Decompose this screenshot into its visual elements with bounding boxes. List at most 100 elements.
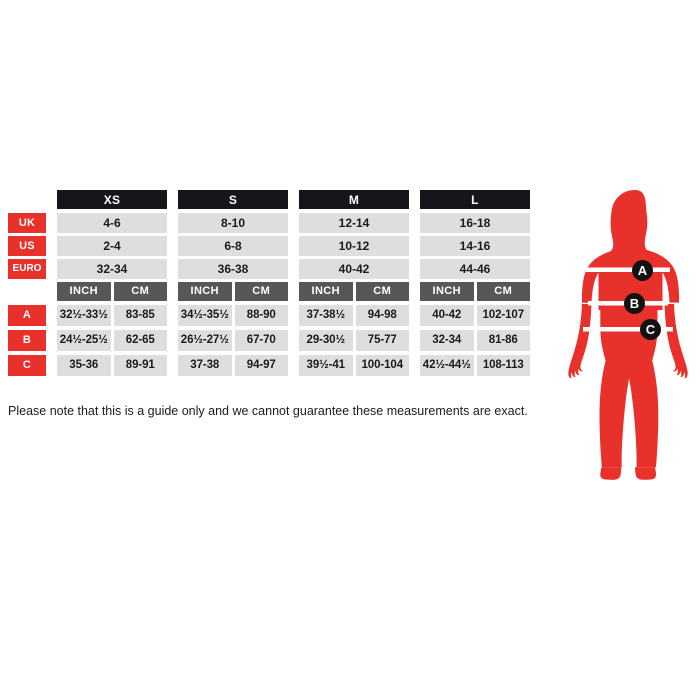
- cell-a-s: 34½-35½ 88-90: [178, 305, 288, 326]
- cell-uk-xs: 4-6: [57, 213, 167, 233]
- female-silhouette-icon: [568, 190, 688, 480]
- cell-us-m: 10-12: [299, 236, 409, 256]
- cell-inch-value: 29-30½: [299, 330, 353, 351]
- cell-cm-value: 102-107: [476, 305, 530, 326]
- cell-value: 10-12: [299, 236, 409, 256]
- size-header-l: L: [420, 190, 530, 209]
- cell-c-xs: 35-36 89-91: [57, 355, 167, 376]
- size-table: XS S M L UK 4-6 8-10 12-14: [8, 190, 536, 380]
- cell-a-l: 40-42 102-107: [420, 305, 530, 326]
- cell-value: 32-34: [57, 259, 167, 279]
- cell-value: 4-6: [57, 213, 167, 233]
- unit-cm-label: CM: [476, 282, 530, 301]
- cell-inch-value: 37-38: [178, 355, 232, 376]
- cell-us-s: 6-8: [178, 236, 288, 256]
- cell-value: 12-14: [299, 213, 409, 233]
- row-label-a: A: [8, 305, 46, 326]
- cell-euro-xs: 32-34: [57, 259, 167, 279]
- cell-b-s: 26½-27½ 67-70: [178, 330, 288, 351]
- measure-badge-c: C: [640, 319, 661, 340]
- cell-cm-value: 94-97: [234, 355, 288, 376]
- row-label-uk: UK: [8, 213, 46, 233]
- unit-cm-label: CM: [234, 282, 288, 301]
- cell-cm-value: 89-91: [113, 355, 167, 376]
- cell-value: 8-10: [178, 213, 288, 233]
- cell-c-s: 37-38 94-97: [178, 355, 288, 376]
- size-header-row: XS S M L: [8, 190, 536, 209]
- cell-value: 2-4: [57, 236, 167, 256]
- cell-inch-value: 32-34: [420, 330, 474, 351]
- cell-inch-value: 32½-33½: [57, 305, 111, 326]
- cell-value: 6-8: [178, 236, 288, 256]
- row-label-us: US: [8, 236, 46, 256]
- measure-badge-a: A: [632, 260, 653, 281]
- cell-us-xs: 2-4: [57, 236, 167, 256]
- cell-cm-value: 62-65: [113, 330, 167, 351]
- row-label-text: B: [8, 330, 46, 351]
- unit-cm-label: CM: [113, 282, 167, 301]
- size-header-label: XS: [57, 190, 167, 209]
- cell-euro-s: 36-38: [178, 259, 288, 279]
- cell-uk-s: 8-10: [178, 213, 288, 233]
- unit-cm-label: CM: [355, 282, 409, 301]
- cell-inch-value: 42½-44½: [420, 355, 474, 376]
- unit-label-spacer: [8, 282, 46, 301]
- size-header-xs: XS: [57, 190, 167, 209]
- cell-cm-value: 88-90: [234, 305, 288, 326]
- size-header-s: S: [178, 190, 288, 209]
- cell-value: 40-42: [299, 259, 409, 279]
- row-label-text: C: [8, 355, 46, 376]
- size-header-label: S: [178, 190, 288, 209]
- cell-cm-value: 67-70: [234, 330, 288, 351]
- cell-a-m: 37-38½ 94-98: [299, 305, 409, 326]
- cell-b-l: 32-34 81-86: [420, 330, 530, 351]
- table-row-b: B 24½-25½ 62-65 26½-27½ 67-70 29-30½ 75-…: [8, 330, 536, 351]
- cell-inch-value: 37-38½: [299, 305, 353, 326]
- cell-inch-value: 40-42: [420, 305, 474, 326]
- cell-c-m: 39½-41 100-104: [299, 355, 409, 376]
- table-row-c: C 35-36 89-91 37-38 94-97 39½-41 100-104: [8, 355, 536, 376]
- row-label-text: A: [8, 305, 46, 326]
- cell-cm-value: 100-104: [355, 355, 409, 376]
- unit-subheader-xs: INCH CM: [57, 282, 167, 301]
- unit-subheader-m: INCH CM: [299, 282, 409, 301]
- header-label-spacer: [8, 190, 46, 209]
- unit-subheader-l: INCH CM: [420, 282, 530, 301]
- cell-value: 44-46: [420, 259, 530, 279]
- cell-value: 16-18: [420, 213, 530, 233]
- table-row-a: A 32½-33½ 83-85 34½-35½ 88-90 37-38½ 94-…: [8, 305, 536, 326]
- row-label-b: B: [8, 330, 46, 351]
- unit-subheader-row: INCH CM INCH CM INCH CM INCH CM: [8, 282, 536, 301]
- table-row-uk: UK 4-6 8-10 12-14 16-18: [8, 213, 536, 233]
- size-header-label: M: [299, 190, 409, 209]
- cell-value: 36-38: [178, 259, 288, 279]
- cell-inch-value: 39½-41: [299, 355, 353, 376]
- cell-euro-l: 44-46: [420, 259, 530, 279]
- row-label-text: UK: [8, 213, 46, 233]
- unit-inch-label: INCH: [420, 282, 474, 301]
- cell-a-xs: 32½-33½ 83-85: [57, 305, 167, 326]
- body-figure: A B C: [556, 186, 700, 511]
- cell-inch-value: 35-36: [57, 355, 111, 376]
- size-header-m: M: [299, 190, 409, 209]
- cell-cm-value: 108-113: [476, 355, 530, 376]
- cell-uk-l: 16-18: [420, 213, 530, 233]
- row-label-euro: EURO: [8, 259, 46, 279]
- unit-inch-label: INCH: [57, 282, 111, 301]
- row-label-text: EURO: [8, 259, 46, 279]
- row-label-c: C: [8, 355, 46, 376]
- cell-uk-m: 12-14: [299, 213, 409, 233]
- row-label-text: US: [8, 236, 46, 256]
- cell-inch-value: 34½-35½: [178, 305, 232, 326]
- size-header-label: L: [420, 190, 530, 209]
- cell-cm-value: 94-98: [355, 305, 409, 326]
- cell-euro-m: 40-42: [299, 259, 409, 279]
- measure-line-c: [583, 327, 673, 332]
- unit-inch-label: INCH: [299, 282, 353, 301]
- guide-note: Please note that this is a guide only an…: [8, 404, 528, 418]
- table-row-euro: EURO 32-34 36-38 40-42 44-46: [8, 259, 536, 279]
- cell-inch-value: 24½-25½: [57, 330, 111, 351]
- cell-cm-value: 75-77: [355, 330, 409, 351]
- cell-b-xs: 24½-25½ 62-65: [57, 330, 167, 351]
